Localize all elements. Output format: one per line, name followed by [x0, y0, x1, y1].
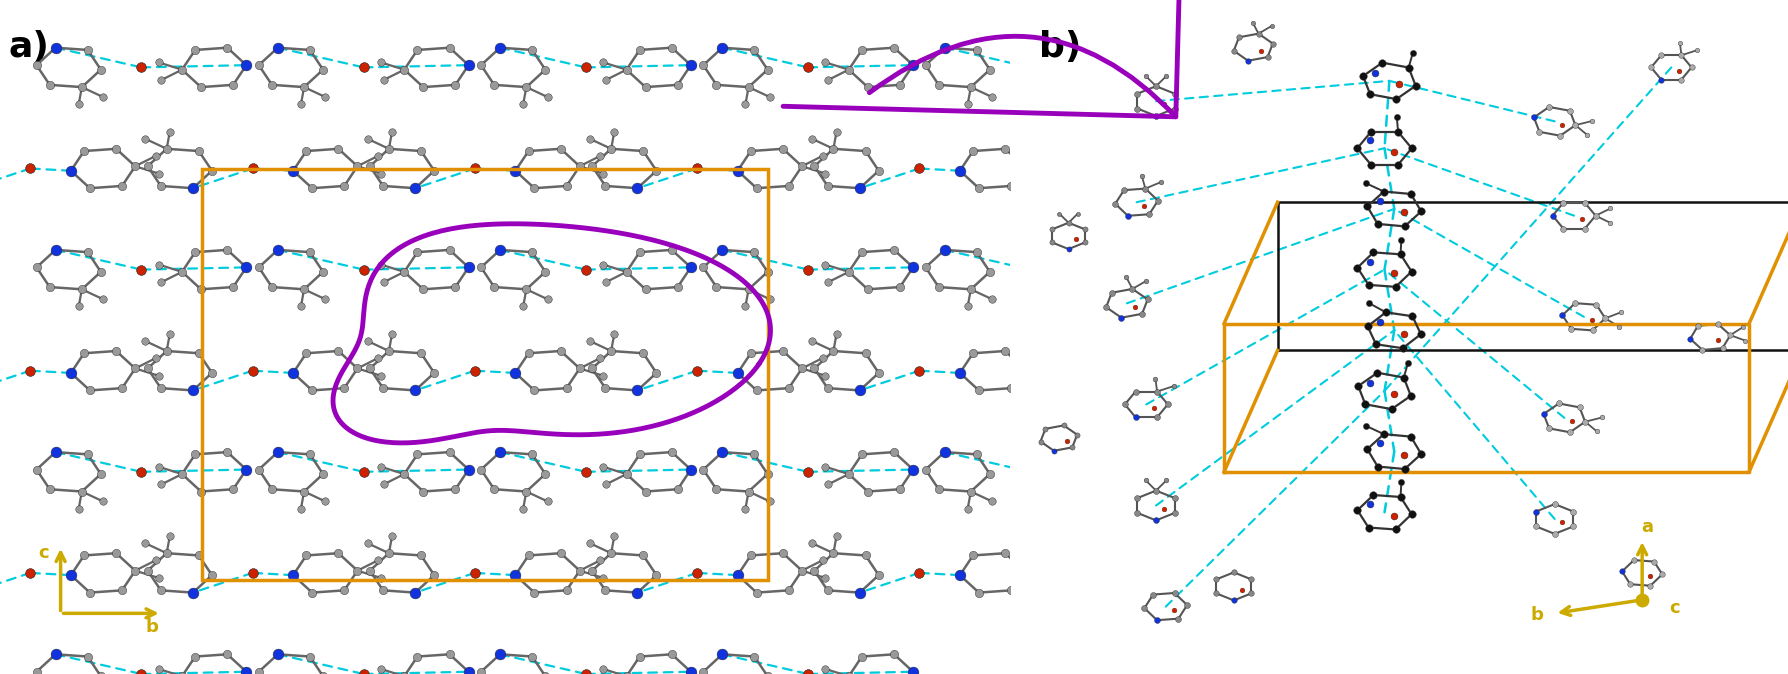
Text: b: b: [1531, 606, 1543, 624]
Text: b: b: [145, 618, 157, 636]
Text: b): b): [1039, 30, 1082, 64]
Bar: [202, 168, 767, 580]
Text: c: c: [38, 544, 48, 561]
Text: c: c: [1670, 599, 1681, 617]
Text: a): a): [9, 30, 48, 64]
Text: a: a: [1641, 518, 1654, 537]
